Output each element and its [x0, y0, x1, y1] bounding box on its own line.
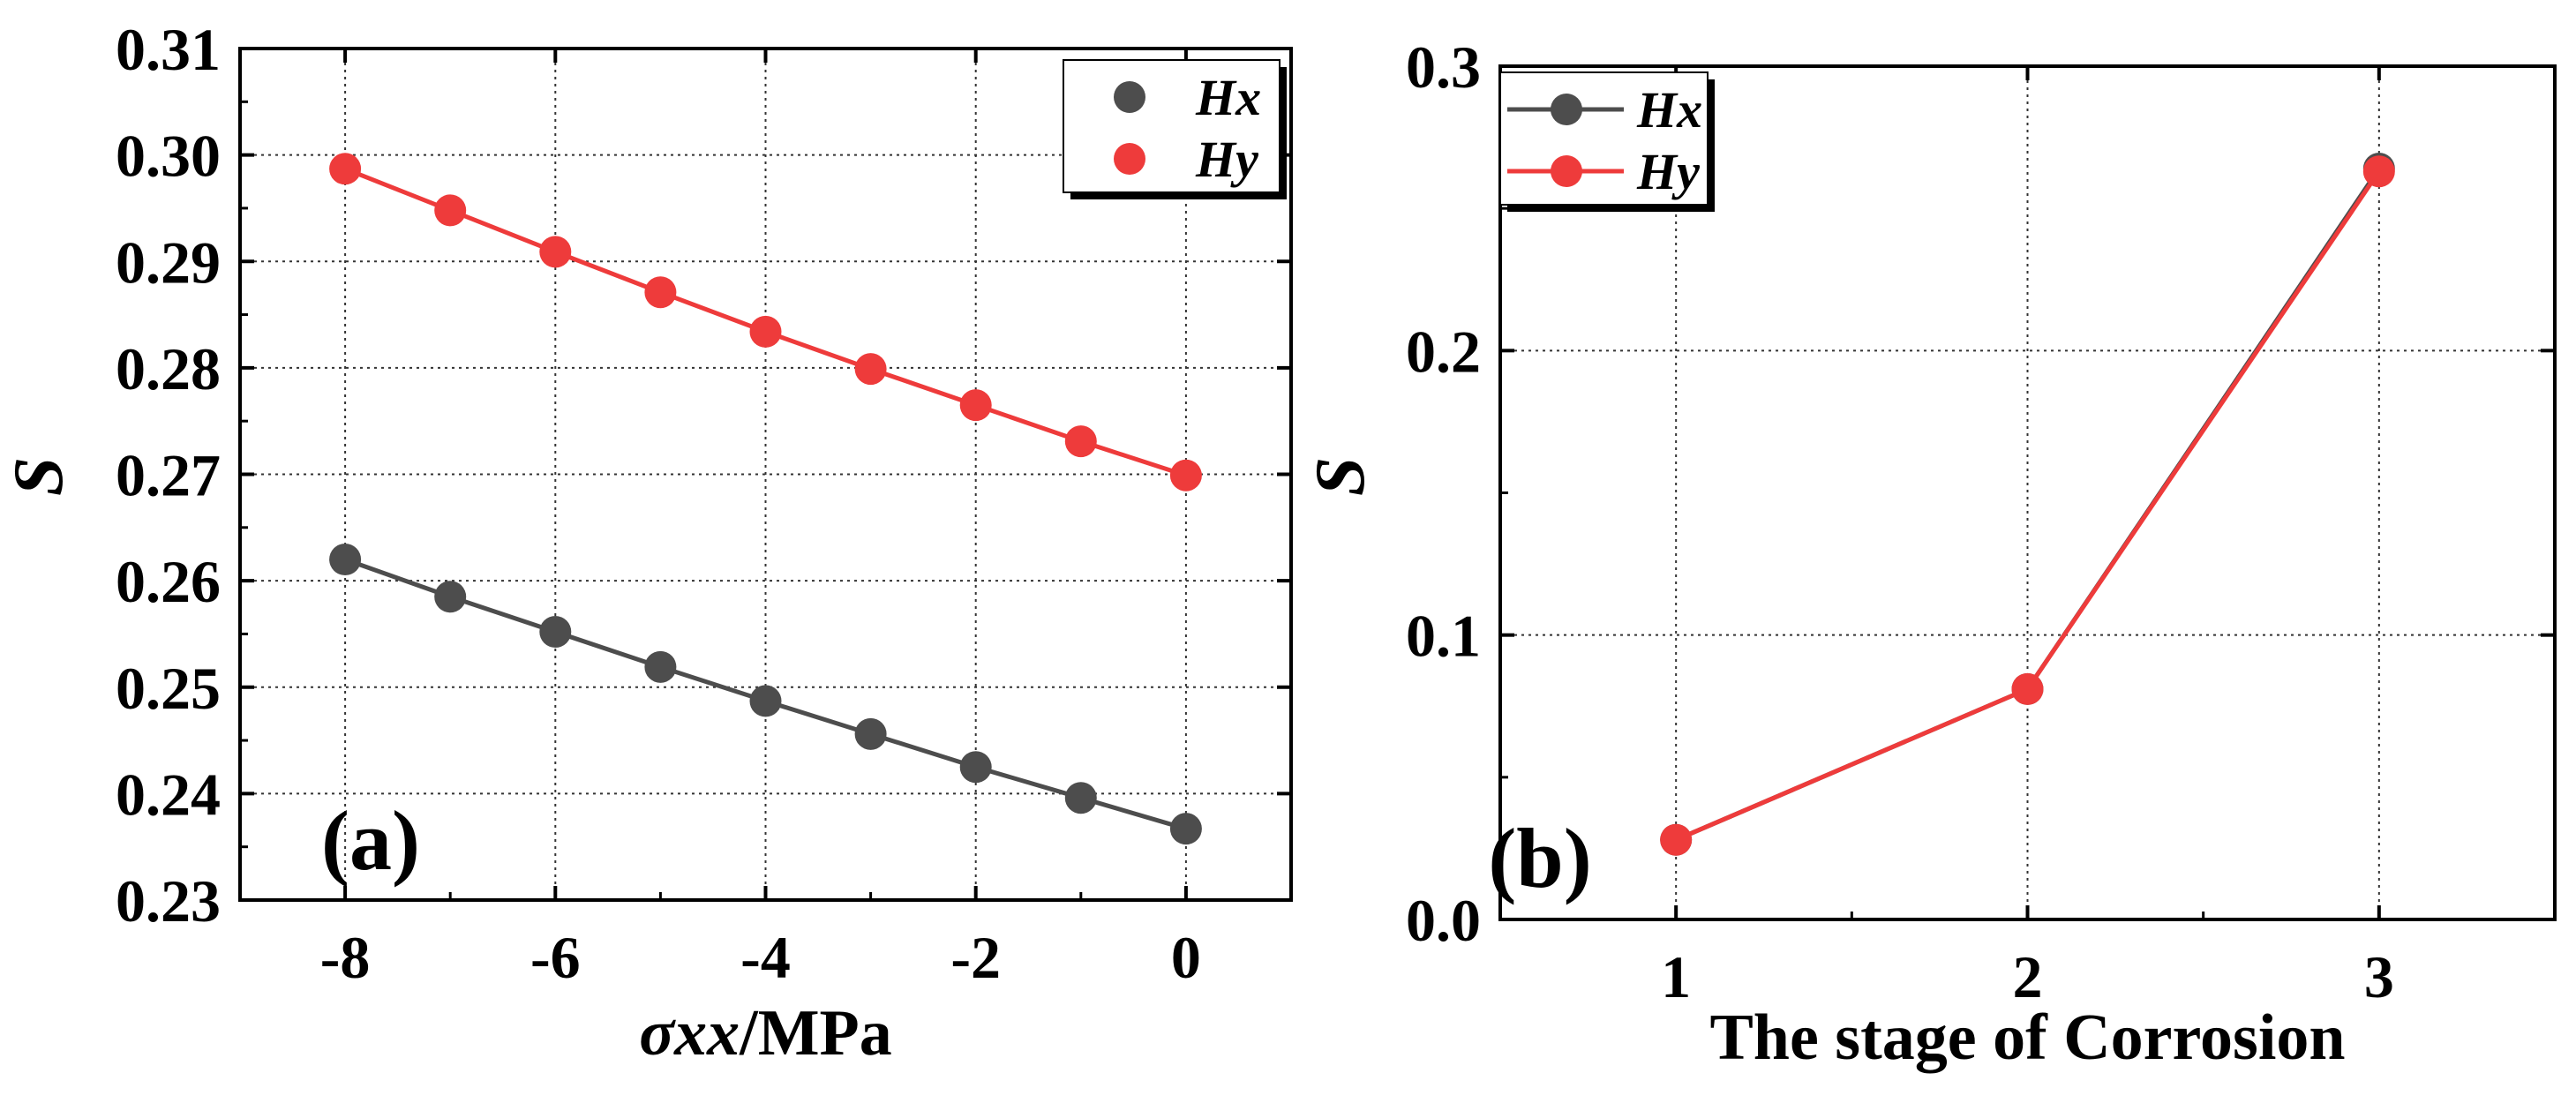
x-tick-label: 1 [1661, 943, 1691, 1010]
data-point-hy [854, 353, 887, 386]
x-tick-label: -2 [950, 924, 1001, 991]
panel-a-y-axis-title: S [0, 457, 78, 497]
y-tick-label: 0.0 [1406, 887, 1481, 954]
panel-a-series-hx [329, 544, 1202, 845]
legend-box [1499, 71, 1709, 206]
legend-marker-hx [1551, 94, 1582, 125]
panel-a-series-hy [329, 153, 1202, 491]
y-tick-label: 0.23 [116, 867, 221, 934]
data-point-hx [1169, 813, 1202, 845]
legend-label-hx: Hx [1195, 69, 1261, 126]
data-point-hy [539, 236, 572, 268]
x-tick-label: -8 [320, 924, 371, 991]
data-point-hy [1660, 823, 1693, 856]
data-point-hy [959, 389, 992, 422]
data-point-hx [854, 717, 887, 750]
y-tick-label: 0.28 [116, 335, 221, 402]
y-tick-label: 0.2 [1406, 318, 1481, 385]
y-tick-label: 0.3 [1406, 34, 1481, 101]
data-point-hy [2011, 672, 2044, 705]
legend-marker-hy [1114, 143, 1145, 175]
y-tick-label: 0.27 [116, 442, 221, 509]
legend-box [1063, 59, 1280, 193]
y-tick-label: 0.24 [116, 761, 221, 828]
data-point-hx [644, 650, 677, 683]
y-tick-label: 0.25 [116, 655, 221, 722]
data-point-hy [434, 194, 467, 227]
legend-label-hy: Hy [1636, 143, 1700, 200]
x-tick-label: -4 [740, 924, 791, 991]
panel-b: 1 2 3 0.0 0.1 0.2 0.3 S The stage of Corrosion Hx… [1302, 34, 2557, 1074]
x-tick-label: -6 [530, 924, 581, 991]
panel-a: -8 -6 -4 -2 0 0.23 0.24 0.25 0.26 0.27 0.28 0.29 0.3… [0, 16, 1293, 1069]
data-point-hx [749, 685, 782, 717]
legend-label-hx: Hx [1636, 81, 1702, 139]
x-tick-label: 0 [1171, 924, 1201, 991]
x-tick-label: 2 [2013, 943, 2043, 1010]
data-point-hx [329, 544, 362, 575]
data-point-hy [644, 276, 677, 309]
y-tick-label: 0.29 [116, 229, 221, 296]
data-point-hy [1064, 425, 1097, 458]
panel-b-y-axis-title: S [1302, 457, 1379, 497]
x-tick-label: 3 [2364, 943, 2394, 1010]
data-point-hx [959, 751, 992, 784]
y-tick-label: 0.26 [116, 548, 221, 615]
y-tick-label: 0.30 [116, 123, 221, 190]
panel-b-series-hy [1660, 155, 2395, 856]
data-point-hx [434, 581, 467, 613]
legend-marker-hx [1114, 81, 1145, 113]
panel-a-x-axis-title: σxx/MPa [639, 997, 892, 1069]
legend-label-hy: Hy [1195, 131, 1258, 188]
data-point-hy [1169, 459, 1202, 491]
data-point-hx [539, 616, 572, 649]
panel-b-x-axis-title: The stage of Corrosion [1709, 1002, 2345, 1074]
data-point-hy [329, 153, 362, 185]
panel-b-label: (b) [1488, 811, 1591, 905]
legend-marker-hy [1551, 155, 1582, 187]
panel-a-label: (a) [321, 793, 420, 888]
y-tick-label: 0.31 [116, 16, 221, 83]
data-point-hy [749, 315, 782, 348]
y-tick-label: 0.1 [1406, 603, 1481, 670]
data-point-hy [2362, 155, 2395, 188]
data-point-hx [1064, 782, 1097, 814]
